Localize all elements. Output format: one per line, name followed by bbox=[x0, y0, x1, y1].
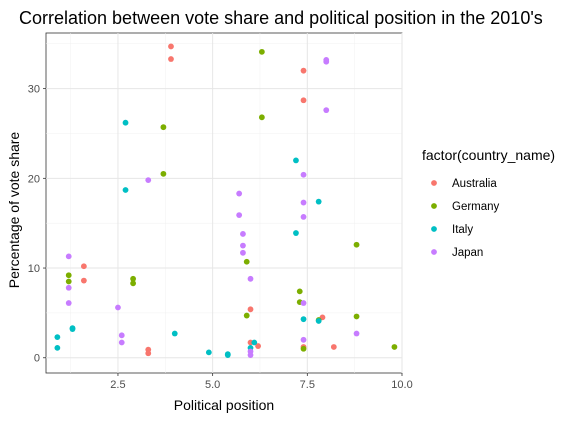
y-tick-label: 30 bbox=[28, 84, 40, 96]
point-germany bbox=[130, 280, 137, 287]
point-japan bbox=[240, 242, 246, 249]
point-italy bbox=[293, 157, 299, 164]
x-tick-label: 10.0 bbox=[391, 379, 412, 391]
point-italy bbox=[69, 326, 76, 332]
point-japan bbox=[240, 249, 246, 256]
major-gridlines bbox=[46, 33, 403, 373]
legend-key-japan bbox=[431, 249, 437, 255]
point-japan bbox=[300, 300, 307, 306]
x-axis-title: Political position bbox=[174, 397, 274, 413]
point-italy bbox=[122, 187, 129, 193]
point-germany bbox=[160, 170, 167, 177]
y-tick-label: 0 bbox=[34, 353, 40, 365]
point-italy bbox=[54, 344, 61, 351]
point-japan bbox=[300, 336, 307, 343]
point-australia bbox=[145, 350, 152, 357]
point-germany bbox=[353, 313, 360, 320]
point-italy bbox=[315, 318, 322, 324]
y-axis-ticks: 0 10 20 30 bbox=[28, 84, 46, 365]
point-australia bbox=[247, 306, 254, 313]
point-italy bbox=[315, 198, 322, 205]
point-japan bbox=[118, 332, 125, 339]
point-germany bbox=[353, 241, 360, 248]
point-italy bbox=[171, 330, 178, 337]
point-australia bbox=[168, 56, 174, 62]
point-germany bbox=[243, 312, 250, 319]
x-tick-label: 5.0 bbox=[205, 379, 220, 391]
legend-key-italy bbox=[431, 226, 437, 232]
point-japan bbox=[236, 190, 243, 197]
point-japan bbox=[145, 177, 152, 184]
point-germany bbox=[296, 288, 303, 295]
legend-label-australia: Australia bbox=[452, 178, 497, 190]
point-germany bbox=[258, 48, 265, 55]
point-australia bbox=[300, 97, 307, 104]
y-tick-label: 20 bbox=[28, 173, 40, 185]
legend-title: factor(country_name) bbox=[422, 147, 555, 163]
x-tick-label: 2.5 bbox=[110, 379, 125, 391]
point-australia bbox=[255, 343, 261, 349]
point-japan bbox=[236, 212, 243, 219]
point-japan bbox=[247, 352, 254, 358]
point-japan bbox=[323, 58, 330, 65]
point-australia bbox=[330, 344, 337, 350]
y-axis-title: Percentage of vote share bbox=[6, 132, 22, 289]
point-italy bbox=[205, 349, 212, 356]
minor-gridlines bbox=[46, 33, 402, 373]
point-japan bbox=[300, 171, 307, 178]
point-japan bbox=[65, 284, 72, 291]
point-italy bbox=[122, 119, 129, 126]
point-germany bbox=[65, 272, 72, 279]
point-australia bbox=[80, 263, 87, 270]
legend-label-italy: Italy bbox=[452, 224, 473, 236]
legend-key-australia bbox=[431, 180, 437, 186]
point-australia bbox=[300, 67, 307, 74]
point-germany bbox=[243, 258, 250, 265]
legend-label-japan: Japan bbox=[452, 247, 483, 259]
point-japan bbox=[247, 275, 254, 282]
data-points bbox=[54, 43, 398, 358]
point-japan bbox=[300, 199, 307, 206]
point-japan bbox=[65, 300, 72, 306]
chart-title: Correlation between vote share and polit… bbox=[19, 8, 543, 28]
point-japan bbox=[323, 107, 330, 114]
point-australia bbox=[168, 43, 174, 50]
point-japan bbox=[115, 304, 121, 311]
y-tick-label: 10 bbox=[28, 263, 40, 275]
point-italy bbox=[300, 316, 307, 323]
legend-key-germany bbox=[431, 203, 437, 209]
point-germany bbox=[130, 275, 137, 282]
point-japan bbox=[300, 214, 307, 220]
point-germany bbox=[391, 344, 398, 350]
x-tick-label: 7.5 bbox=[300, 379, 315, 391]
legend-label-germany: Germany bbox=[452, 201, 500, 213]
point-germany bbox=[65, 278, 72, 285]
point-japan bbox=[353, 330, 360, 337]
plot-panel bbox=[45, 32, 403, 374]
point-italy bbox=[224, 352, 231, 358]
point-japan bbox=[240, 231, 246, 237]
point-japan bbox=[65, 253, 72, 260]
point-germany bbox=[300, 345, 307, 352]
x-axis-ticks: 2.5 5.0 7.5 10.0 bbox=[110, 373, 413, 391]
point-germany bbox=[258, 114, 265, 121]
point-italy bbox=[54, 334, 61, 341]
point-australia bbox=[80, 277, 87, 284]
legend: factor(country_name) Australia Germany Ita… bbox=[422, 147, 555, 259]
point-italy bbox=[293, 230, 299, 236]
point-japan bbox=[118, 339, 125, 346]
point-italy bbox=[251, 339, 258, 346]
point-germany bbox=[160, 124, 167, 131]
